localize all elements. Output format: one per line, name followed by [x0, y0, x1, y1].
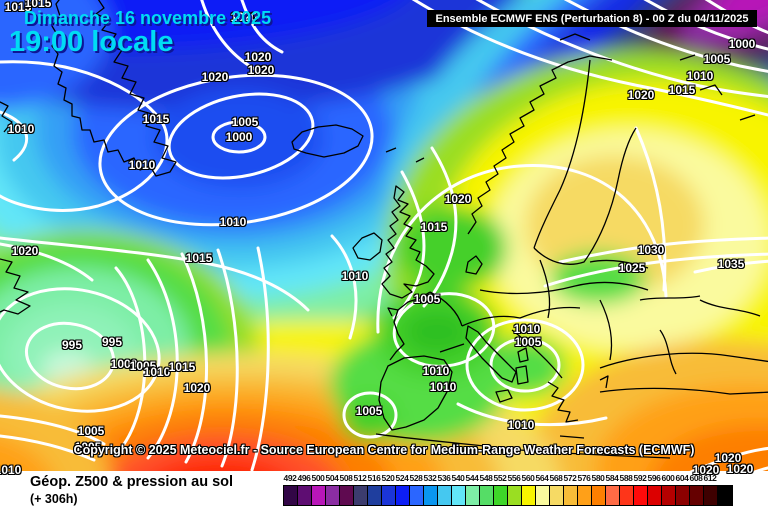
- legend-swatch: [508, 486, 522, 505]
- legend-value: 520: [381, 473, 395, 483]
- copyright-text: Copyright © 2025 Meteociel.fr - Source E…: [73, 443, 695, 457]
- map-caption-title: Géop. Z500 & pression au sol: [30, 474, 234, 490]
- map-caption-forecast-hour: (+ 306h): [30, 492, 78, 506]
- legend-value: 576: [577, 473, 591, 483]
- legend-swatch: [648, 486, 662, 505]
- forecast-date: Dimanche 16 novembre 2025: [24, 8, 272, 28]
- map-svg: [0, 0, 768, 475]
- legend-value: 516: [367, 473, 381, 483]
- legend-swatch: [494, 486, 508, 505]
- legend-swatch: [718, 486, 732, 505]
- legend-value: 524: [395, 473, 409, 483]
- legend-swatch: [452, 486, 466, 505]
- legend-swatch: [634, 486, 648, 505]
- legend-value: 612: [703, 473, 717, 483]
- legend-value: 568: [549, 473, 563, 483]
- legend-value: 504: [325, 473, 339, 483]
- legend-swatch: [438, 486, 452, 505]
- legend-value: 588: [619, 473, 633, 483]
- legend-swatch: [550, 486, 564, 505]
- legend-swatch: [522, 486, 536, 505]
- legend-value: 596: [647, 473, 661, 483]
- legend-swatch: [396, 486, 410, 505]
- legend-color-scale: [283, 485, 733, 506]
- legend-swatch: [564, 486, 578, 505]
- legend-value: 572: [563, 473, 577, 483]
- legend-value: 592: [633, 473, 647, 483]
- legend-swatch: [382, 486, 396, 505]
- legend-value: 500: [311, 473, 325, 483]
- legend-swatch: [368, 486, 382, 505]
- legend-swatch: [662, 486, 676, 505]
- legend-value: 536: [437, 473, 451, 483]
- legend-swatch: [676, 486, 690, 505]
- legend-value: 580: [591, 473, 605, 483]
- map-area: [0, 0, 768, 475]
- legend-value: 552: [493, 473, 507, 483]
- legend-value: 532: [423, 473, 437, 483]
- legend-swatch: [592, 486, 606, 505]
- legend-swatch: [312, 486, 326, 505]
- legend-swatch: [466, 486, 480, 505]
- legend-value: 528: [409, 473, 423, 483]
- legend-swatch: [284, 486, 298, 505]
- forecast-time: 19:00 locale: [9, 26, 174, 58]
- legend-value: 604: [675, 473, 689, 483]
- legend-swatch: [326, 486, 340, 505]
- legend-swatch: [620, 486, 634, 505]
- legend-value: 540: [451, 473, 465, 483]
- legend-swatch: [690, 486, 704, 505]
- legend-swatch: [578, 486, 592, 505]
- legend-value: 564: [535, 473, 549, 483]
- legend-swatch: [410, 486, 424, 505]
- legend-value: 508: [339, 473, 353, 483]
- legend-swatch: [354, 486, 368, 505]
- legend-swatch: [340, 486, 354, 505]
- legend-swatch: [606, 486, 620, 505]
- legend-value: 548: [479, 473, 493, 483]
- model-info-text: Ensemble ECMWF ENS (Perturbation 8) - 00…: [435, 12, 749, 25]
- legend-scale-values: 492 496 500 504 508 512 516 520 524 528 532 536 540 5…: [283, 473, 717, 483]
- legend-value: 584: [605, 473, 619, 483]
- legend-value: 556: [507, 473, 521, 483]
- legend-swatch: [704, 486, 718, 505]
- legend-swatch: [536, 486, 550, 505]
- legend-value: 544: [465, 473, 479, 483]
- legend-value: 492: [283, 473, 297, 483]
- legend-value: 600: [661, 473, 675, 483]
- legend-value: 496: [297, 473, 311, 483]
- model-info-box: Ensemble ECMWF ENS (Perturbation 8) - 00…: [427, 10, 757, 27]
- legend-swatch: [424, 486, 438, 505]
- legend-value: 512: [353, 473, 367, 483]
- legend-swatch: [298, 486, 312, 505]
- legend-swatch: [480, 486, 494, 505]
- legend-value: 608: [689, 473, 703, 483]
- legend-bar: Géop. Z500 & pression au sol (+ 306h) 49…: [0, 471, 768, 512]
- legend-value: 560: [521, 473, 535, 483]
